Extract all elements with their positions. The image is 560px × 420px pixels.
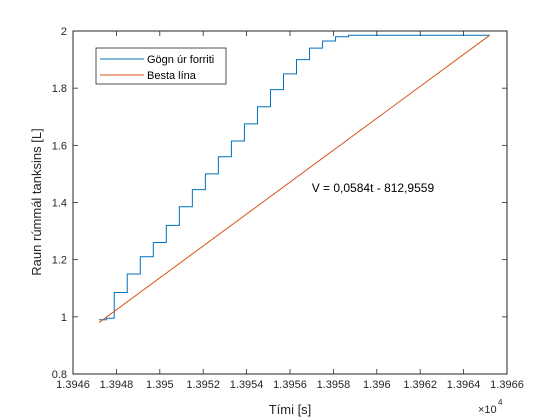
legend-label-series-2: Besta lína <box>147 70 197 82</box>
x-tick-label: 1.3946 <box>56 379 90 391</box>
y-tick-label: 0.8 <box>52 369 67 381</box>
fit-equation-annotation: V = 0,0584t - 812,9559 <box>312 181 435 195</box>
x-tick-label: 1.395 <box>146 379 174 391</box>
series-layer <box>98 34 490 323</box>
x-exponent: ×10 4 <box>478 398 503 416</box>
x-tick-label: 1.3954 <box>230 379 264 391</box>
series-line-2 <box>98 34 490 323</box>
x-tick-label: 1.3948 <box>100 379 134 391</box>
x-tick-label: 1.3952 <box>186 379 220 391</box>
x-tick-label: 1.3956 <box>273 379 307 391</box>
plot-area <box>72 30 508 375</box>
legend: Gögn úr forriti Besta lína <box>95 47 227 85</box>
y-tick-label: 1.8 <box>52 83 67 95</box>
legend-box <box>95 47 227 85</box>
y-axis-label: Raun rúmmál tanksins [L] <box>29 128 44 275</box>
x-tick-label: 1.3958 <box>317 379 351 391</box>
y-tick-label: 2 <box>61 26 67 38</box>
x-tick-label: 1.3964 <box>447 379 481 391</box>
y-tick-label: 1 <box>61 312 67 324</box>
y-tick-label: 1.2 <box>52 255 67 267</box>
legend-label-series-1: Gögn úr forriti <box>147 54 214 66</box>
series-line-1 <box>99 34 490 321</box>
x-tick-label: 1.396 <box>363 379 391 391</box>
x-tick-label: 1.3962 <box>403 379 437 391</box>
y-tick-label: 1.4 <box>52 198 67 210</box>
x-axis-label: Tími [s] <box>269 402 312 417</box>
x-exponent-power: 4 <box>498 398 503 407</box>
y-tick-label: 1.6 <box>52 140 67 152</box>
x-tick-label: 1.3966 <box>490 379 524 391</box>
x-exponent-base: ×10 <box>478 404 497 416</box>
ticks-layer: 1.3946 1.3948 1.395 1.3952 1.3954 1.3956 1.395… <box>52 26 524 391</box>
